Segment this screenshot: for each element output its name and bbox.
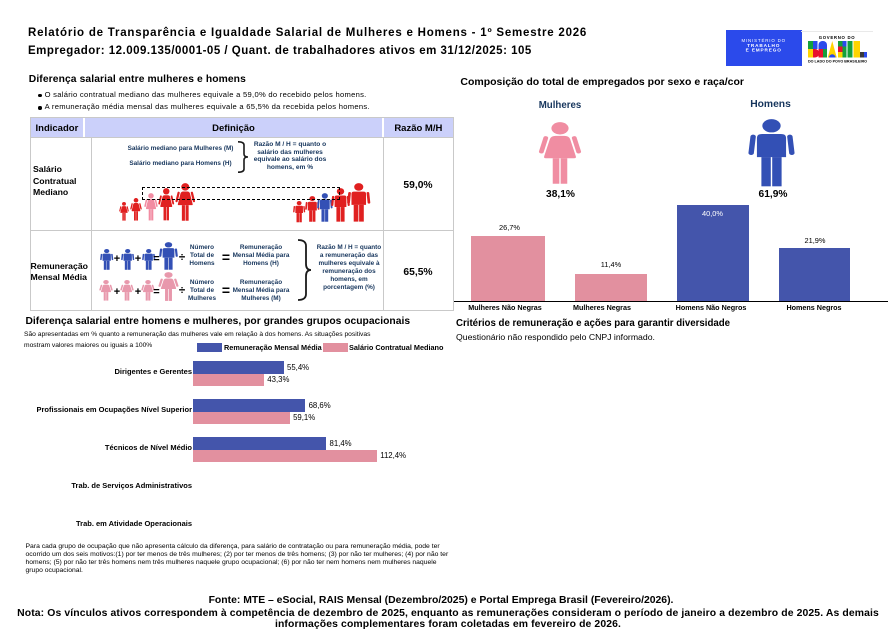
svg-text:E EMPREGO: E EMPREGO <box>746 47 782 52</box>
svg-text:MINISTÉRIO DO: MINISTÉRIO DO <box>741 38 785 43</box>
svg-text:GOVERNO DO: GOVERNO DO <box>819 35 856 40</box>
svg-text:TRABALHO: TRABALHO <box>747 43 780 48</box>
svg-text:DO LADO DO POVO BRASILEIRO: DO LADO DO POVO BRASILEIRO <box>808 59 867 63</box>
